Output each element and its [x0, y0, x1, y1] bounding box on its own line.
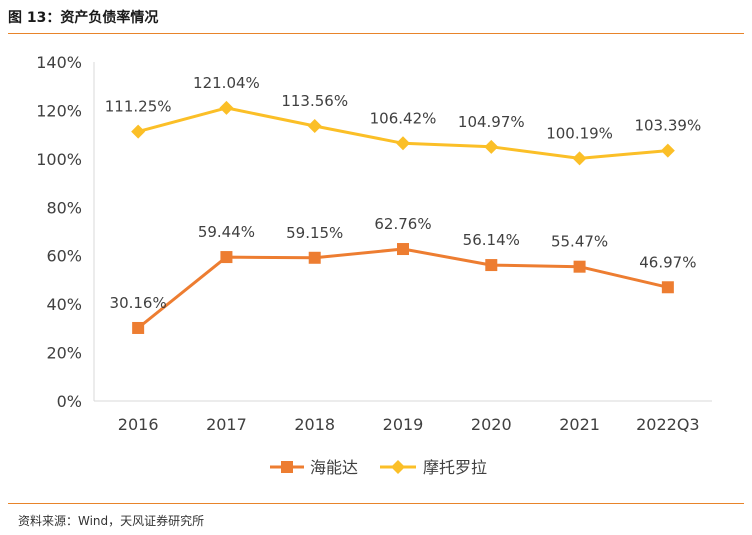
x-tick-label: 2021	[559, 415, 600, 434]
data-point-marker	[219, 100, 234, 115]
data-label: 46.97%	[639, 253, 696, 271]
data-point-marker	[484, 139, 499, 154]
data-label: 106.42%	[370, 109, 437, 127]
data-point-marker	[396, 136, 410, 151]
y-tick-label: 80%	[46, 198, 82, 217]
data-label: 111.25%	[105, 98, 172, 116]
y-tick-label: 60%	[46, 247, 82, 266]
figure-title: 图 13：资产负债率情况	[8, 10, 159, 26]
x-tick-label: 2019	[383, 415, 424, 434]
data-label: 59.44%	[198, 223, 255, 241]
data-label: 121.04%	[193, 74, 260, 92]
data-point-marker	[661, 281, 674, 294]
x-axis-ticks: 2016 2017 2018 2019 2020 2021 2022Q3	[118, 415, 700, 434]
data-point-marker	[573, 260, 586, 273]
series-markers	[131, 100, 675, 334]
data-label: 103.39%	[634, 117, 701, 135]
top-divider	[8, 33, 744, 34]
debt-ratio-line-chart: 0%20%40%60%80%100%120%140% 2016 2017 2018 2…	[36, 53, 712, 477]
bottom-divider	[8, 503, 744, 504]
x-tick-label: 2016	[118, 415, 159, 434]
data-point-marker	[131, 124, 146, 139]
y-tick-label: 0%	[57, 392, 82, 411]
data-label: 55.47%	[551, 233, 608, 251]
legend-marker	[281, 461, 293, 473]
legend-item-moto: 摩托罗拉	[423, 458, 487, 477]
source-note: 资料来源：Wind，天风证券研究所	[18, 514, 205, 528]
series-line-haineng	[137, 247, 669, 330]
y-axis-ticks: 0% 20% 40% 60% 80% 100% 120% 140%	[36, 53, 82, 411]
data-point-marker	[397, 243, 409, 256]
data-point-marker	[485, 259, 498, 272]
data-point-marker	[132, 321, 145, 334]
x-tick-label: 2022Q3	[636, 415, 700, 434]
y-tick-label: 140%	[36, 53, 82, 72]
y-tick-label: 120%	[36, 101, 82, 120]
data-label: 59.15%	[286, 224, 343, 242]
legend-item-haineng: 海能达	[310, 458, 358, 477]
legend-marker	[391, 460, 405, 474]
data-point-marker	[220, 251, 233, 264]
legend: 海能达 摩托罗拉	[270, 458, 487, 477]
data-point-marker	[660, 143, 675, 158]
data-point-marker	[572, 151, 587, 166]
y-tick-label: 100%	[36, 150, 82, 169]
x-tick-label: 2020	[471, 415, 512, 434]
data-label: 56.14%	[463, 231, 520, 249]
x-tick-label: 2018	[294, 415, 335, 434]
data-label: 113.56%	[281, 92, 348, 110]
data-point-marker	[307, 119, 322, 134]
y-tick-label: 40%	[46, 295, 82, 314]
y-tick-label: 20%	[46, 344, 82, 363]
data-label: 100.19%	[546, 124, 613, 142]
data-label: 62.76%	[374, 215, 431, 233]
data-label: 30.16%	[110, 294, 167, 312]
x-tick-label: 2017	[206, 415, 247, 434]
data-point-marker	[308, 251, 321, 264]
data-labels: 30.16% 59.44% 59.15% 62.76% 56.14% 55.47% 46.9…	[105, 74, 701, 312]
data-label: 104.97%	[458, 113, 525, 131]
